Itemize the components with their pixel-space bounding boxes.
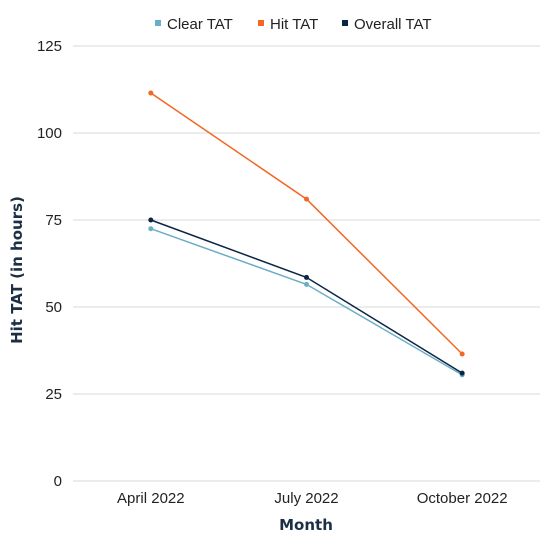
data-point — [459, 370, 465, 376]
legend-item: Hit TAT — [258, 16, 318, 33]
y-tick-label: 100 — [37, 125, 62, 142]
series-line — [150, 227, 463, 376]
x-axis-title: Month — [279, 516, 333, 534]
y-tick-label: 125 — [37, 38, 62, 55]
data-point — [304, 274, 309, 280]
y-tick-label: 25 — [45, 386, 62, 403]
legend-item: Overall TAT — [342, 16, 432, 33]
y-tick-label: 75 — [45, 212, 62, 229]
series-clear-tat — [148, 226, 465, 378]
data-point — [304, 281, 309, 287]
x-tick-label: April 2022 — [117, 490, 185, 507]
x-axis-ticks: April 2022 July 2022 October 2022 — [117, 490, 508, 507]
legend-swatch — [258, 20, 264, 26]
series-line — [150, 92, 463, 355]
legend-label: Hit TAT — [270, 16, 318, 33]
y-axis-ticks: 0 25 50 75 100 125 — [37, 38, 62, 490]
series-line — [150, 219, 463, 374]
y-tick-label: 50 — [45, 299, 62, 316]
gridlines — [73, 45, 540, 482]
data-point — [148, 226, 154, 232]
data-point — [148, 90, 154, 96]
x-tick-label: October 2022 — [417, 490, 508, 507]
y-tick-label: 0 — [54, 473, 62, 490]
y-axis-title: Hit TAT (in hours) — [8, 196, 26, 344]
x-tick-label: July 2022 — [274, 490, 338, 507]
data-point — [304, 196, 309, 202]
legend-swatch — [342, 20, 348, 26]
series-hit-tat — [148, 90, 465, 357]
legend-label: Overall TAT — [354, 16, 432, 33]
legend: Clear TAT Hit TAT Overall TAT — [155, 16, 432, 33]
series-lines — [148, 90, 465, 378]
legend-label: Clear TAT — [167, 16, 233, 33]
data-point — [459, 351, 465, 357]
series-overall-tat — [148, 217, 465, 376]
legend-swatch — [155, 20, 161, 26]
data-point — [148, 217, 154, 223]
legend-item: Clear TAT — [155, 16, 233, 33]
